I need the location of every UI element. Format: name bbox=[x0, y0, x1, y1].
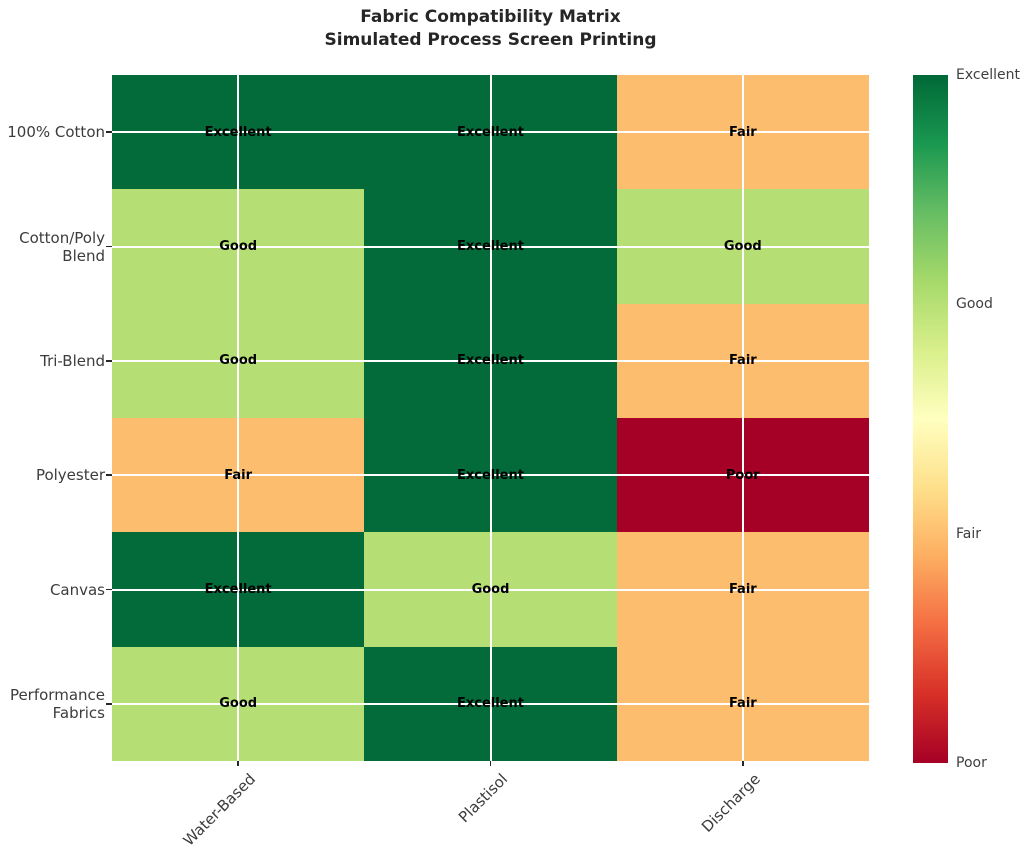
gridline-vertical bbox=[741, 75, 744, 761]
gridline-horizontal bbox=[112, 588, 869, 591]
colorbar-tick-label: Fair bbox=[956, 525, 981, 542]
cell-value-label: Excellent bbox=[456, 353, 524, 369]
gridline-horizontal bbox=[112, 474, 869, 477]
cell-value-label: Fair bbox=[728, 696, 757, 712]
y-tick-label: Performance Fabrics bbox=[9, 685, 105, 722]
colorbar-tick-label: Poor bbox=[956, 755, 987, 771]
cell-value-label: Fair bbox=[224, 467, 253, 483]
cell-value-label: Poor bbox=[725, 467, 760, 483]
x-tick-label: Plastisol bbox=[455, 770, 512, 827]
chart-title-line2: Simulated Process Screen Printing bbox=[324, 30, 657, 50]
colorbar-tick-label: Good bbox=[956, 296, 993, 313]
cell-value-label: Excellent bbox=[456, 696, 524, 712]
y-axis-tick bbox=[106, 245, 112, 248]
y-axis-tick bbox=[106, 703, 112, 705]
cell-value-label: Fair bbox=[728, 124, 757, 140]
x-axis-tick bbox=[237, 761, 239, 766]
cell-value-label: Fair bbox=[728, 581, 757, 597]
cell-value-label: Good bbox=[471, 581, 510, 597]
gridline-horizontal bbox=[112, 245, 869, 248]
y-axis-tick bbox=[106, 474, 112, 476]
cell-value-label: Good bbox=[219, 238, 258, 254]
heatmap-grid: Excellent Excellent Fair Good Excellent Good G… bbox=[112, 75, 869, 761]
cell-value-label: Good bbox=[723, 238, 762, 254]
y-tick-label: 100% Cotton bbox=[7, 123, 105, 142]
cell-value-label: Excellent bbox=[456, 467, 524, 483]
cell-value-label: Excellent bbox=[456, 238, 524, 254]
y-tick-label: Cotton/Poly Blend bbox=[19, 228, 105, 265]
gridline-horizontal bbox=[112, 131, 869, 134]
cell-value-label: Good bbox=[219, 696, 258, 712]
colorbar bbox=[913, 75, 948, 763]
gridline-horizontal bbox=[112, 702, 869, 705]
y-axis-tick bbox=[106, 360, 112, 362]
x-tick-label: Water-Based bbox=[179, 770, 259, 850]
cell-value-label: Excellent bbox=[456, 124, 524, 140]
y-tick-label: Tri-Blend bbox=[40, 351, 105, 370]
chart-title-line1: Fabric Compatibility Matrix bbox=[360, 7, 621, 27]
gridline-vertical bbox=[489, 75, 492, 761]
gridline-vertical bbox=[237, 75, 240, 761]
gridline-horizontal bbox=[112, 359, 869, 362]
y-axis-labels: 100% Cotton Cotton/Poly Blend Tri-Blend Pol… bbox=[0, 75, 105, 761]
cell-value-label: Good bbox=[219, 353, 258, 369]
colorbar-tick-label: Excellent bbox=[956, 67, 1020, 83]
cell-value-label: Excellent bbox=[204, 581, 272, 597]
y-axis-tick bbox=[106, 588, 112, 591]
x-axis-tick bbox=[742, 761, 744, 766]
x-axis-tick bbox=[489, 761, 492, 766]
y-axis-tick bbox=[106, 131, 112, 133]
chart-title: Fabric Compatibility Matrix Simulated Pr… bbox=[112, 6, 869, 52]
x-tick-label: Discharge bbox=[697, 770, 764, 836]
cell-value-label: Fair bbox=[728, 353, 757, 369]
y-tick-label: Canvas bbox=[49, 580, 105, 599]
cell-value-label: Excellent bbox=[204, 124, 272, 140]
y-tick-label: Polyester bbox=[35, 466, 105, 485]
